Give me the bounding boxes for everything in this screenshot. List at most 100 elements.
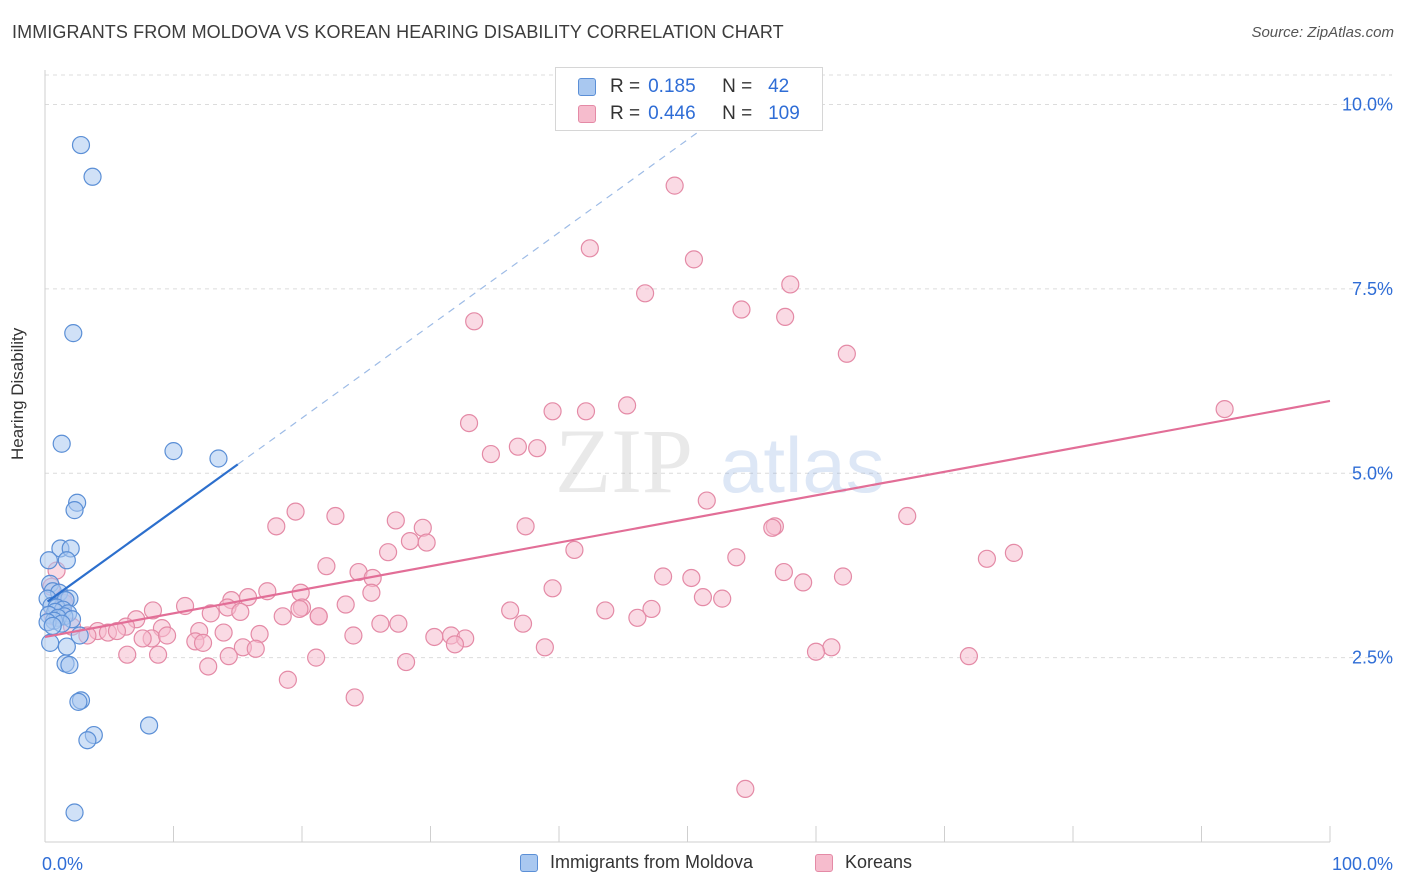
legend-n-value: 42 [768,76,790,97]
korean-point [378,543,398,562]
korean-point [143,601,163,620]
korean-point [417,533,436,552]
korean-point [822,638,841,657]
watermark: ZIP atlas [555,410,885,512]
korean-point [445,635,465,654]
moldova-point [52,434,71,453]
watermark-atlas: atlas [720,421,885,509]
series-legend-label: Koreans [845,852,913,872]
korean-point [362,583,381,602]
moldova-points [38,135,228,822]
korean-point [684,250,704,269]
series-legend-moldova[interactable]: Immigrants from Moldova [520,852,753,873]
korean-point [977,549,997,568]
korean-point [596,601,615,620]
korean-point [528,439,547,458]
korean-point [535,638,554,657]
korean-point [697,491,716,510]
korean-point [713,589,732,608]
korean-point [898,506,917,526]
korean-point [693,588,713,607]
moldova-point [57,551,76,570]
korean-point [345,688,364,707]
korean-point [199,657,218,676]
moldova-point [69,692,88,711]
moldova-point [64,324,83,343]
korean-point [516,517,535,536]
stats-legend: R = 0.185 N = 42 R = 0.446 N = 109 [555,67,823,131]
legend-n-label: N = [722,103,753,124]
korean-point [309,607,328,626]
korean-point [565,540,584,560]
korean-point [794,573,813,592]
korean-point [267,517,286,536]
korean-point [214,623,233,642]
legend-r-value: 0.446 [648,103,696,124]
korean-point [959,647,979,666]
moldova-point [164,442,183,461]
source-credit: Source: ZipAtlas.com [1251,24,1394,41]
korean-point [246,639,265,658]
korean-point [837,344,856,363]
moldova-point [209,449,228,468]
korean-point [732,300,751,319]
korean-point [307,648,326,667]
x-tick-label-max: 100.0% [1332,854,1393,874]
korean-point [543,579,562,598]
series-legend-koreans[interactable]: Koreans [815,852,912,873]
korean-point [501,601,520,620]
korean-point [148,645,168,664]
korean-point [290,599,309,619]
korean-point [580,239,599,258]
moldova-point [43,616,62,636]
legend-n-value: 109 [768,103,800,124]
koreans-trend-line [44,399,1331,639]
korean-point [665,176,684,195]
korean-point [118,645,137,664]
korean-point [736,779,755,799]
korean-point [776,307,795,326]
korean-point [400,531,420,551]
korean-point [653,567,673,586]
korean-point [774,562,793,582]
korean-point [763,518,782,537]
series-swatch-koreans [815,853,833,872]
korean-point [1004,543,1023,563]
moldova-point [39,551,58,570]
moldova-trend-line [46,463,239,603]
x-tick-label-min: 0.0% [42,854,83,874]
korean-point [107,621,127,641]
legend-swatch-moldova [578,78,596,96]
korean-point [1215,399,1234,419]
moldova-point [57,637,76,656]
korean-point [219,647,238,666]
korean-point [465,312,484,331]
korean-point [513,614,533,633]
korean-point [425,627,444,647]
y-tick-label: 10.0% [1342,95,1393,115]
korean-point [317,557,336,576]
y-tick-label: 7.5% [1352,279,1393,299]
trend-lines [44,111,1331,639]
korean-point [781,275,800,294]
legend-r-value: 0.185 [648,76,696,97]
axis-layer [44,70,1331,843]
korean-point [278,670,297,689]
legend-row-koreans: R = 0.446 N = 109 [578,102,800,126]
moldova-point [139,716,159,735]
korean-point [193,633,213,652]
moldova-point [65,803,84,822]
moldova-trend-extension [237,111,727,465]
korean-point [481,444,500,464]
korean-point [635,284,655,303]
y-tick-label: 5.0% [1352,463,1393,483]
korean-point [386,511,405,530]
korean-point [576,402,596,421]
korean-point [628,608,647,627]
korean-point [389,614,408,633]
y-tick-label: 2.5% [1352,648,1393,668]
watermark-zip: ZIP [555,410,693,512]
korean-point [727,548,746,567]
korean-point [344,626,363,645]
